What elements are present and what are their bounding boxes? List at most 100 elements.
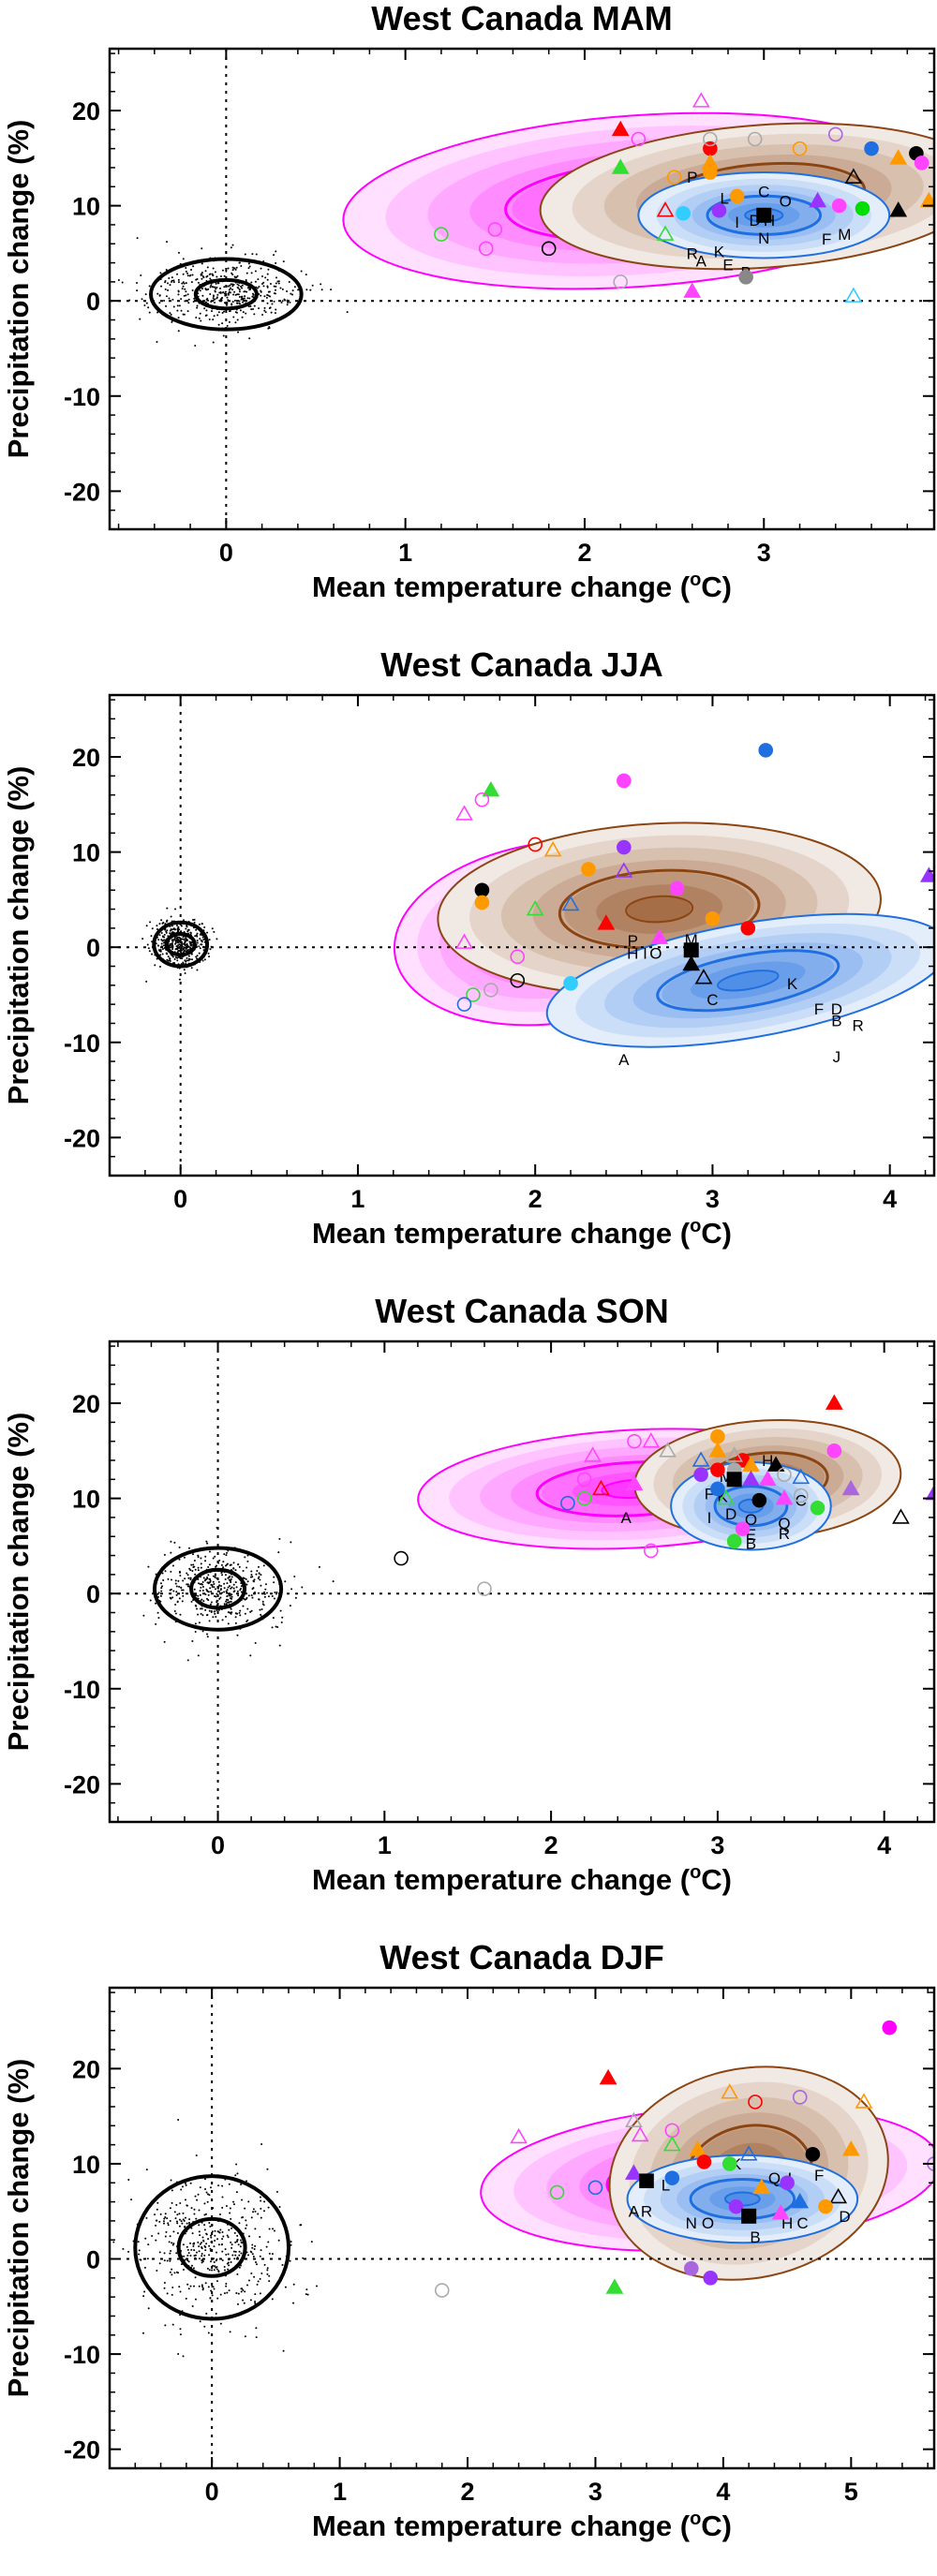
control-ellipse-outer — [152, 920, 210, 969]
control-point — [208, 939, 211, 941]
model-point-circle — [728, 2198, 744, 2214]
model-point-triangle — [825, 1394, 843, 1410]
model-point-triangle — [625, 1474, 644, 1491]
control-point — [224, 290, 227, 293]
control-point — [265, 1591, 268, 1594]
control-point — [196, 941, 199, 944]
control-point — [171, 280, 173, 283]
control-point — [192, 2267, 195, 2270]
control-point — [259, 2196, 261, 2198]
control-point — [174, 908, 177, 910]
y-tick-label: 0 — [86, 1580, 100, 1608]
control-point — [228, 2258, 231, 2261]
control-point — [216, 1564, 218, 1567]
control-point — [202, 1600, 205, 1603]
control-point — [183, 294, 186, 297]
control-point — [183, 1556, 186, 1559]
x-tick-label: 2 — [544, 1831, 558, 1859]
control-point — [229, 1576, 231, 1578]
model-point-triangle — [659, 1442, 677, 1458]
control-point — [136, 281, 139, 284]
ensemble-mean-marker — [683, 942, 699, 958]
control-point — [239, 2245, 242, 2248]
control-point — [198, 2285, 201, 2287]
distribution-band — [627, 896, 692, 922]
model-point-triangle — [721, 2083, 739, 2099]
control-point — [151, 927, 154, 930]
model-letter: C — [796, 1492, 807, 1510]
x-tick-label: 0 — [211, 1831, 225, 1859]
y-tick-label: 0 — [86, 288, 100, 316]
control-point — [227, 299, 230, 302]
control-point — [149, 1599, 152, 1602]
control-point — [216, 2230, 219, 2233]
control-point — [144, 293, 147, 296]
control-point — [219, 2322, 222, 2325]
control-point — [201, 1581, 204, 1584]
model-point-triangle — [650, 928, 669, 944]
control-point — [266, 273, 269, 275]
control-point — [232, 267, 235, 270]
control-point — [183, 2255, 186, 2258]
control-point — [186, 944, 189, 947]
control-point — [242, 2288, 245, 2291]
control-point — [205, 2191, 208, 2194]
control-point — [254, 270, 257, 273]
control-point — [186, 2222, 188, 2225]
control-point — [232, 1583, 235, 1586]
control-point — [271, 2298, 274, 2301]
x-axis-label-degree: o — [690, 2509, 701, 2529]
control-point — [200, 319, 202, 322]
control-point — [177, 278, 180, 281]
control-point — [231, 1586, 233, 1589]
control-point — [208, 1550, 211, 1553]
control-point — [263, 2200, 266, 2203]
control-point — [280, 1621, 283, 1623]
control-point — [106, 303, 108, 304]
control-point — [181, 282, 184, 285]
control-point — [163, 2217, 166, 2220]
control-point — [305, 2288, 308, 2291]
control-point — [194, 1622, 197, 1625]
control-point — [148, 950, 151, 953]
control-point — [205, 275, 208, 278]
model-point-circle — [664, 2170, 680, 2185]
control-point — [229, 1611, 231, 1614]
model-point-circle — [805, 2146, 821, 2162]
control-point — [171, 2293, 173, 2296]
control-point — [188, 946, 191, 949]
control-point — [204, 2249, 207, 2252]
control-point — [182, 2218, 185, 2221]
control-point — [246, 2284, 249, 2287]
control-point — [173, 2211, 176, 2213]
control-point — [234, 268, 237, 271]
control-point — [222, 1566, 225, 1569]
control-point — [231, 1595, 233, 1598]
model-point-circle — [747, 131, 763, 147]
control-point — [200, 1612, 202, 1615]
control-point — [236, 318, 239, 321]
control-point — [174, 955, 177, 958]
control-point — [286, 290, 289, 293]
control-point — [165, 304, 168, 307]
control-point — [207, 299, 210, 302]
control-point — [159, 954, 162, 956]
model-letter: M — [838, 226, 851, 244]
control-point — [187, 948, 190, 951]
control-point — [201, 247, 203, 250]
control-point — [228, 2228, 231, 2231]
x-tick-label: 3 — [710, 1831, 724, 1859]
control-point — [228, 1578, 231, 1581]
model-point-circle — [581, 862, 596, 877]
control-point — [216, 938, 218, 940]
control-point — [216, 314, 219, 317]
control-point — [261, 275, 264, 278]
control-point — [177, 929, 180, 932]
control-point — [169, 2271, 171, 2273]
control-point — [262, 2210, 265, 2213]
control-point — [288, 281, 290, 284]
control-point — [156, 928, 158, 931]
control-point — [225, 1598, 228, 1601]
control-point — [275, 285, 277, 288]
